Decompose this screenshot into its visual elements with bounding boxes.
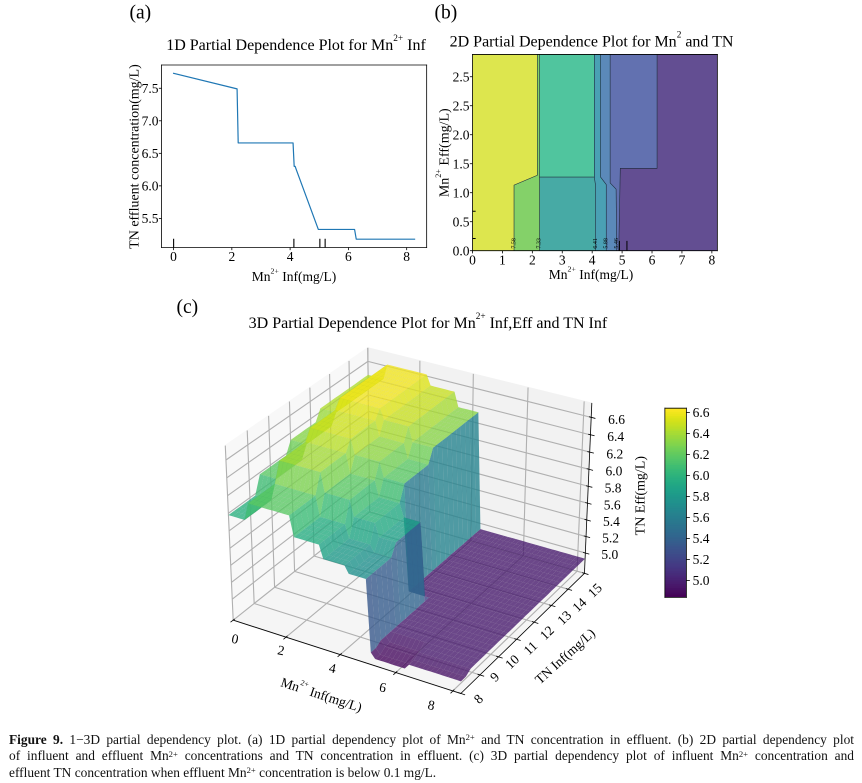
svg-text:6.2: 6.2	[693, 447, 710, 462]
svg-text:2: 2	[228, 249, 235, 264]
svg-text:5.8: 5.8	[605, 481, 622, 496]
svg-text:Mn: Mn	[279, 675, 302, 695]
svg-text:6.6: 6.6	[693, 405, 710, 420]
svg-text:2D Partial Dependence Plot for: 2D Partial Dependence Plot for Mn	[450, 33, 677, 50]
svg-text:1D Partial Dependence Plot for: 1D Partial Dependence Plot for Mn	[166, 37, 393, 54]
svg-text:2: 2	[529, 252, 536, 267]
svg-text:5.0: 5.0	[693, 573, 710, 588]
svg-text:6: 6	[345, 249, 352, 264]
svg-text:7.33: 7.33	[536, 238, 542, 249]
svg-text:Eff(mg/L): Eff(mg/L)	[438, 108, 453, 166]
svg-text:2: 2	[276, 642, 285, 658]
svg-text:0.5: 0.5	[453, 214, 470, 229]
svg-text:(a): (a)	[129, 3, 151, 24]
svg-text:TN Eff(mg/L): TN Eff(mg/L)	[634, 456, 649, 536]
svg-text:2+: 2+	[476, 312, 486, 322]
svg-text:8: 8	[427, 697, 437, 713]
svg-text:Mn: Mn	[252, 269, 271, 284]
svg-text:6.0: 6.0	[693, 468, 710, 483]
svg-text:3: 3	[559, 252, 566, 267]
svg-text:2+: 2+	[434, 169, 443, 178]
svg-text:0: 0	[230, 631, 240, 647]
svg-text:6.5: 6.5	[142, 146, 159, 161]
svg-text:5.2: 5.2	[693, 552, 710, 567]
svg-text:8: 8	[403, 249, 410, 264]
svg-text:7.0: 7.0	[142, 113, 159, 128]
svg-text:6: 6	[378, 679, 388, 695]
svg-text:5.4: 5.4	[693, 531, 710, 546]
svg-text:2+: 2+	[299, 678, 310, 689]
svg-text:2.5: 2.5	[453, 98, 470, 113]
svg-text:3D Partial Dependence Plot for: 3D Partial Dependence Plot for Mn	[249, 315, 476, 332]
svg-text:2+: 2+	[568, 264, 577, 273]
svg-text:6.0: 6.0	[142, 179, 159, 194]
svg-text:1.0: 1.0	[453, 185, 470, 200]
svg-text:Inf,Eff and TN Inf: Inf,Eff and TN Inf	[490, 315, 608, 332]
svg-text:5.5: 5.5	[142, 211, 159, 226]
svg-text:1.5: 1.5	[453, 156, 470, 171]
svg-text:0.0: 0.0	[453, 243, 470, 258]
svg-text:0: 0	[170, 249, 177, 264]
svg-text:4: 4	[328, 660, 338, 676]
svg-text:Inf: Inf	[407, 37, 426, 54]
svg-text:Inf(mg/L): Inf(mg/L)	[579, 267, 633, 282]
svg-text:(c): (c)	[177, 297, 199, 318]
svg-text:6.4: 6.4	[607, 429, 624, 444]
svg-text:0: 0	[469, 252, 476, 267]
svg-text:TN effluent concentration(mg/L: TN effluent concentration(mg/L)	[128, 64, 143, 249]
svg-text:4: 4	[589, 252, 596, 267]
svg-text:2.0: 2.0	[453, 127, 470, 142]
svg-text:5.88: 5.88	[604, 238, 610, 249]
svg-text:5.0: 5.0	[601, 547, 618, 562]
svg-text:7: 7	[679, 252, 686, 267]
svg-text:and TN: and TN	[685, 33, 734, 50]
svg-text:2+: 2+	[393, 34, 403, 44]
svg-text:6.4: 6.4	[693, 426, 710, 441]
svg-text:5.4: 5.4	[603, 514, 620, 529]
svg-text:4: 4	[287, 249, 294, 264]
svg-text:6.2: 6.2	[606, 446, 623, 461]
svg-text:2: 2	[677, 31, 682, 41]
svg-text:5.6: 5.6	[693, 510, 710, 525]
svg-text:5.46: 5.46	[614, 238, 620, 249]
svg-text:1: 1	[499, 252, 506, 267]
svg-text:5.8: 5.8	[693, 489, 710, 504]
svg-text:6.0: 6.0	[605, 464, 622, 479]
svg-text:2+: 2+	[271, 266, 280, 275]
svg-text:5: 5	[619, 252, 626, 267]
svg-text:6: 6	[649, 252, 656, 267]
svg-text:(b): (b)	[434, 3, 457, 24]
svg-text:6.41: 6.41	[593, 238, 599, 249]
svg-text:5.6: 5.6	[604, 497, 621, 512]
svg-text:2.5: 2.5	[453, 69, 470, 84]
svg-text:Inf(mg/L): Inf(mg/L)	[282, 269, 336, 284]
svg-text:Mn: Mn	[549, 267, 568, 282]
svg-text:7.5: 7.5	[142, 81, 159, 96]
svg-text:8: 8	[708, 252, 715, 267]
svg-text:5.2: 5.2	[602, 531, 619, 546]
svg-text:6.6: 6.6	[608, 412, 625, 427]
svg-text:Mn: Mn	[438, 178, 453, 197]
svg-text:7.58: 7.58	[512, 238, 518, 249]
